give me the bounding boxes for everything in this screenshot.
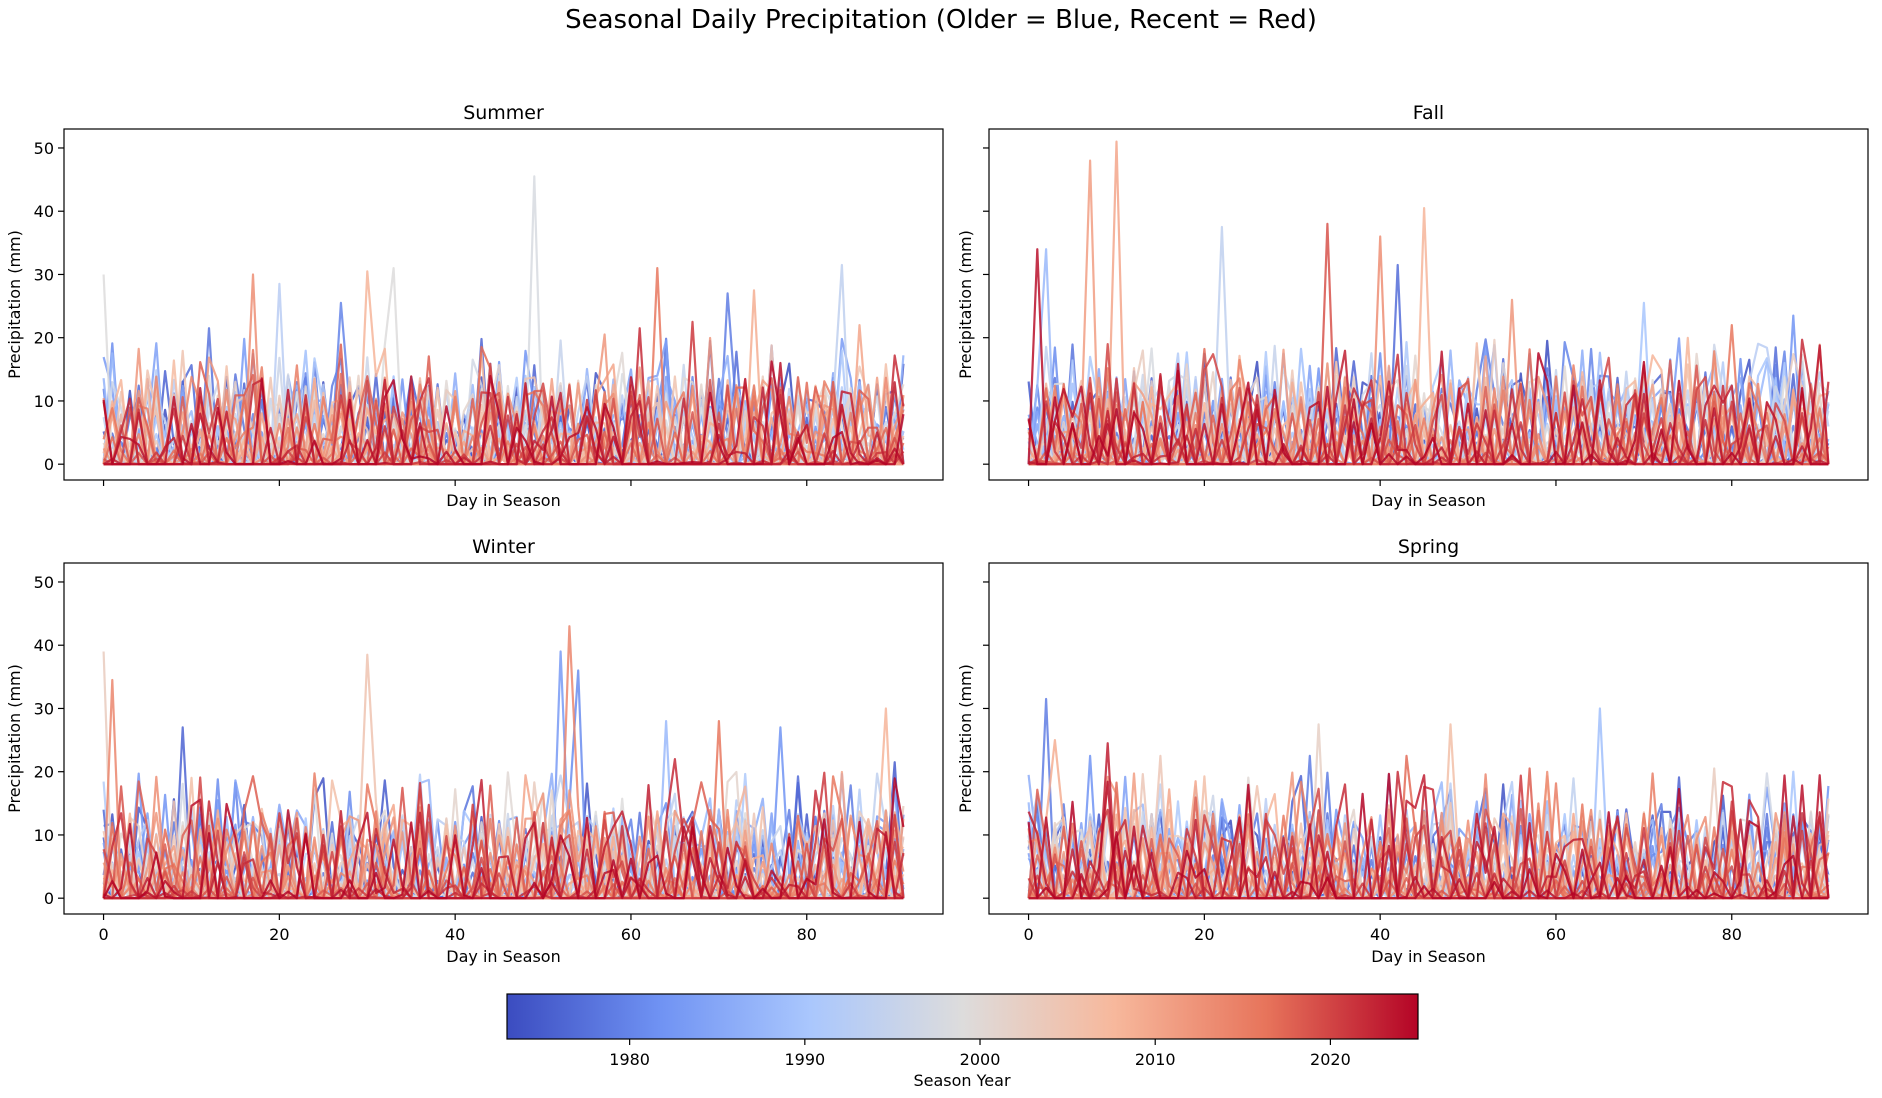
colorbar-label: Season Year [913,1071,1010,1090]
series-line-2010 [103,324,904,466]
x-axis-label: Day in Season [1371,947,1485,966]
axes-frame [988,562,1869,915]
panel-title: Spring [1398,536,1459,558]
panel-spring: Spring 0 20 40 60 80 Day in Season Precipitatio… [956,536,1869,966]
series-line-2025 [1027,352,1829,466]
series-group [102,175,905,466]
colorbar-tick-label: 2010 [1135,1050,1176,1069]
x-tick-label: 20 [269,925,289,944]
colorbar: 1980 1990 2000 2010 2020 Season Year [506,993,1419,1090]
panel-title: Fall [1413,102,1444,124]
y-tick-label: 50 [34,139,54,158]
colorbar-tick-label: 2020 [1310,1050,1351,1069]
x-axis-label: Day in Season [1371,491,1485,510]
y-axis-label: Precipitation (mm) [956,230,975,379]
y-axis-label: Precipitation (mm) [5,230,24,379]
y-tick-label: 40 [34,636,54,655]
x-tick-label: 0 [1023,925,1033,944]
y-tick-label: 50 [34,573,54,592]
x-tick-label: 40 [445,925,465,944]
colorbar-tick-label: 1990 [784,1050,825,1069]
y-tick-label: 20 [34,329,54,348]
chart-title: Seasonal Daily Precipitation (Older = Bl… [565,5,1317,35]
x-tick-label: 60 [1546,925,1566,944]
y-tick-label: 30 [34,699,54,718]
panel-summer: Summer 0 10 20 30 40 50 Day in Season Precipitat… [5,102,944,510]
series-group [102,625,905,900]
colorbar-gradient [506,993,1419,1040]
axes-frame [63,128,944,481]
x-tick-label: 40 [1370,925,1390,944]
y-tick-label: 10 [34,826,54,845]
y-tick-label: 40 [34,202,54,221]
panel-title: Winter [472,536,535,558]
series-line-2025 [102,360,905,466]
y-axis-label: Precipitation (mm) [5,664,24,813]
y-tick-label: 0 [44,455,54,474]
y-axis-label: Precipitation (mm) [956,664,975,813]
y-tick-label: 10 [34,392,54,411]
y-tick-label: 20 [34,763,54,782]
series-line-2024 [1027,248,1830,466]
y-tick-label: 0 [44,889,54,908]
series-group [1027,140,1830,466]
series-group [1027,697,1830,900]
series-line-2025 [102,777,905,900]
panel-fall: Fall Day in Season Precipitation (mm) [956,102,1869,510]
series-line-2025 [1027,772,1829,900]
x-axis-label: Day in Season [446,491,560,510]
colorbar-tick-label: 2000 [960,1050,1001,1069]
axes-frame [63,562,944,915]
x-tick-label: 20 [1194,925,1214,944]
x-tick-label: 60 [621,925,641,944]
panel-title: Summer [463,102,544,124]
x-tick-label: 80 [797,925,817,944]
y-tick-label: 30 [34,265,54,284]
x-tick-label: 80 [1722,925,1742,944]
x-axis-label: Day in Season [446,947,560,966]
colorbar-tick-label: 1980 [609,1050,650,1069]
x-tick-label: 0 [98,925,108,944]
axes-frame [988,128,1869,481]
panel-winter: Winter 0 10 20 30 40 50 0 20 40 60 80 Day in Season P… [5,536,944,966]
